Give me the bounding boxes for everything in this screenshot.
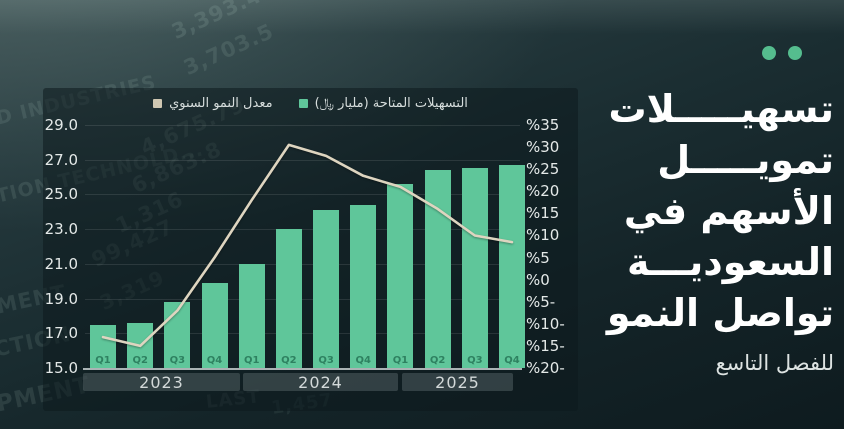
- right-axis-tick: %5: [526, 248, 550, 267]
- right-axis-tick: %10: [526, 226, 560, 245]
- bar-2023-Q3: Q3: [164, 302, 191, 368]
- bar-2023-Q1: Q1: [90, 324, 116, 368]
- quarter-label: Q4: [504, 355, 520, 366]
- brand-dot-icon: [762, 46, 776, 60]
- year-band-2024: 2024: [243, 372, 398, 392]
- bar-2025-Q3: Q3: [461, 168, 488, 368]
- right-axis-tick: %25: [526, 160, 560, 179]
- gridline: [85, 229, 520, 231]
- right-axis-tick: %5-: [526, 292, 556, 311]
- right-axis-tick: %0: [526, 270, 550, 289]
- right-axis-tick: %10-: [526, 314, 565, 333]
- gridline: [85, 263, 520, 265]
- plot-area: Q1 Q2 Q3 Q4 Q1 Q2 Q3 Q4 Q1 Q2 Q3 Q4: [85, 125, 525, 368]
- year-label: 2024: [298, 372, 343, 392]
- year-label: 2023: [139, 372, 184, 392]
- headline-line: تواصل النمو: [606, 291, 834, 335]
- left-axis: 29.0 27.0 25.0 23.0 21.0 19.0 17.0 15.0: [43, 116, 81, 377]
- legend-swatch-facilities-icon: [298, 99, 308, 108]
- quarter-label: Q3: [318, 355, 334, 366]
- gridline: [85, 159, 520, 161]
- chart-panel: معدل النمو السنوي التسهيلات المتاحة (ملي…: [43, 88, 578, 411]
- left-axis-tick: 17.0: [44, 324, 78, 343]
- quarter-label: Q4: [206, 355, 223, 366]
- left-axis-tick: 29.0: [44, 116, 78, 134]
- brand-dots: [762, 46, 802, 60]
- bar-2024-Q1: Q1: [238, 263, 265, 368]
- x-axis-line: [83, 368, 522, 370]
- right-axis: %35 %30 %25 %20 %15 %10 %5 %0 %5- %10- %15- %20-: [526, 116, 578, 377]
- right-axis-tick: %35: [526, 116, 560, 134]
- quarter-label: Q3: [467, 355, 483, 366]
- headline-line: الأسهم في: [623, 189, 834, 233]
- headline-line: تمويـــــل: [657, 138, 834, 182]
- quarter-label: Q4: [355, 355, 371, 366]
- legend-item-growth-rate: معدل النمو السنوي: [153, 96, 273, 111]
- left-axis-tick: 19.0: [44, 289, 78, 308]
- left-axis-tick: 15.0: [44, 359, 78, 377]
- quarter-label: Q2: [429, 355, 446, 366]
- headline-line: السعوديـــة: [626, 240, 834, 284]
- left-axis-tick: 27.0: [44, 150, 78, 169]
- quarter-label: Q1: [95, 355, 111, 366]
- year-label: 2025: [435, 372, 480, 392]
- bar-2023-Q4: Q4: [201, 282, 228, 368]
- right-axis-tick: %15: [526, 204, 560, 223]
- legend-label-facilities: التسهيلات المتاحة (مليار ﷼): [314, 96, 468, 111]
- left-axis-tick: 23.0: [44, 220, 78, 239]
- quarter-label: Q1: [392, 355, 409, 366]
- right-axis-tick: %20: [526, 182, 560, 201]
- quarter-label: Q2: [281, 355, 297, 366]
- right-axis-tick: %30: [526, 138, 560, 157]
- gridline: [85, 333, 520, 335]
- headline-line: تسهيـــــلات: [608, 87, 834, 131]
- gridline: [85, 298, 520, 300]
- year-band-2023: 2023: [83, 372, 240, 392]
- year-band-2025: 2025: [402, 372, 513, 392]
- legend-item-facilities: التسهيلات المتاحة (مليار ﷼): [298, 96, 468, 111]
- legend-swatch-growth-icon: [153, 99, 163, 108]
- chart-legend: معدل النمو السنوي التسهيلات المتاحة (ملي…: [43, 96, 578, 111]
- right-axis-tick: %20-: [526, 359, 565, 377]
- bar-2024-Q3: Q3: [313, 210, 340, 368]
- legend-label-growth: معدل النمو السنوي: [169, 96, 273, 111]
- right-axis-tick: %15-: [526, 336, 565, 355]
- quarter-label: Q2: [132, 355, 148, 366]
- bar-2024-Q4: Q4: [350, 204, 377, 368]
- headline-subtitle: للفصل التاسع: [715, 351, 834, 375]
- bar-2025-Q1: Q1: [387, 184, 414, 368]
- quarter-label: Q3: [169, 355, 186, 366]
- brand-dot-icon: [788, 46, 802, 60]
- gridline: [85, 194, 520, 196]
- bar-2025-Q4: Q4: [498, 164, 525, 368]
- left-axis-tick: 25.0: [44, 185, 78, 204]
- growth-line: [101, 143, 514, 348]
- gridline: [85, 125, 520, 126]
- headline: تسهيـــــلات تمويـــــل الأسهم في السعود…: [584, 84, 834, 375]
- bar-2024-Q2: Q2: [275, 229, 302, 368]
- left-axis-tick: 21.0: [44, 254, 78, 273]
- quarter-label: Q1: [243, 355, 260, 366]
